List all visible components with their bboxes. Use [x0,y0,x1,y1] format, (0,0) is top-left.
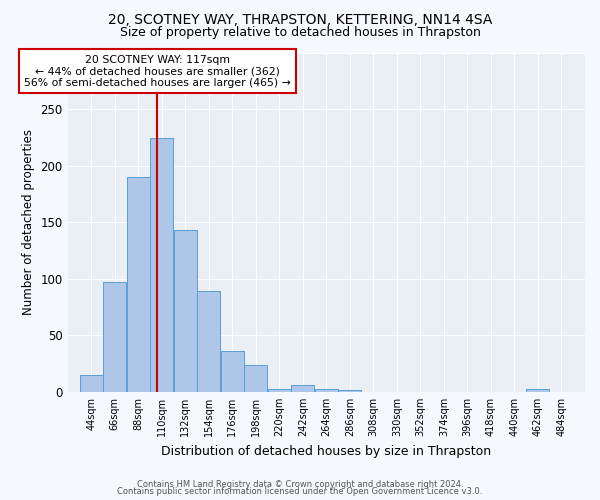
X-axis label: Distribution of detached houses by size in Thrapston: Distribution of detached houses by size … [161,444,491,458]
Bar [103,282,126,392]
Text: 20, SCOTNEY WAY, THRAPSTON, KETTERING, NN14 4SA: 20, SCOTNEY WAY, THRAPSTON, KETTERING, N… [108,12,492,26]
Bar [292,385,314,392]
Text: 20 SCOTNEY WAY: 117sqm
← 44% of detached houses are smaller (362)
56% of semi-de: 20 SCOTNEY WAY: 117sqm ← 44% of detached… [24,55,291,88]
Text: Contains public sector information licensed under the Open Government Licence v3: Contains public sector information licen… [118,488,482,496]
Text: Size of property relative to detached houses in Thrapston: Size of property relative to detached ho… [119,26,481,39]
Bar [150,138,173,392]
Bar [80,375,103,392]
Bar [526,388,550,392]
Bar [244,365,267,392]
Bar [338,390,361,392]
Bar [221,351,244,392]
Bar [174,230,197,392]
Text: Contains HM Land Registry data © Crown copyright and database right 2024.: Contains HM Land Registry data © Crown c… [137,480,463,489]
Bar [197,291,220,392]
Y-axis label: Number of detached properties: Number of detached properties [22,129,35,315]
Bar [315,388,338,392]
Bar [268,388,291,392]
Bar [127,177,150,392]
